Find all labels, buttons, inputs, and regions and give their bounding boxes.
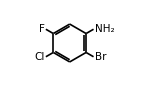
Text: Cl: Cl <box>34 52 45 62</box>
Text: F: F <box>39 24 45 34</box>
Text: Br: Br <box>95 52 106 62</box>
Text: NH₂: NH₂ <box>95 24 114 34</box>
